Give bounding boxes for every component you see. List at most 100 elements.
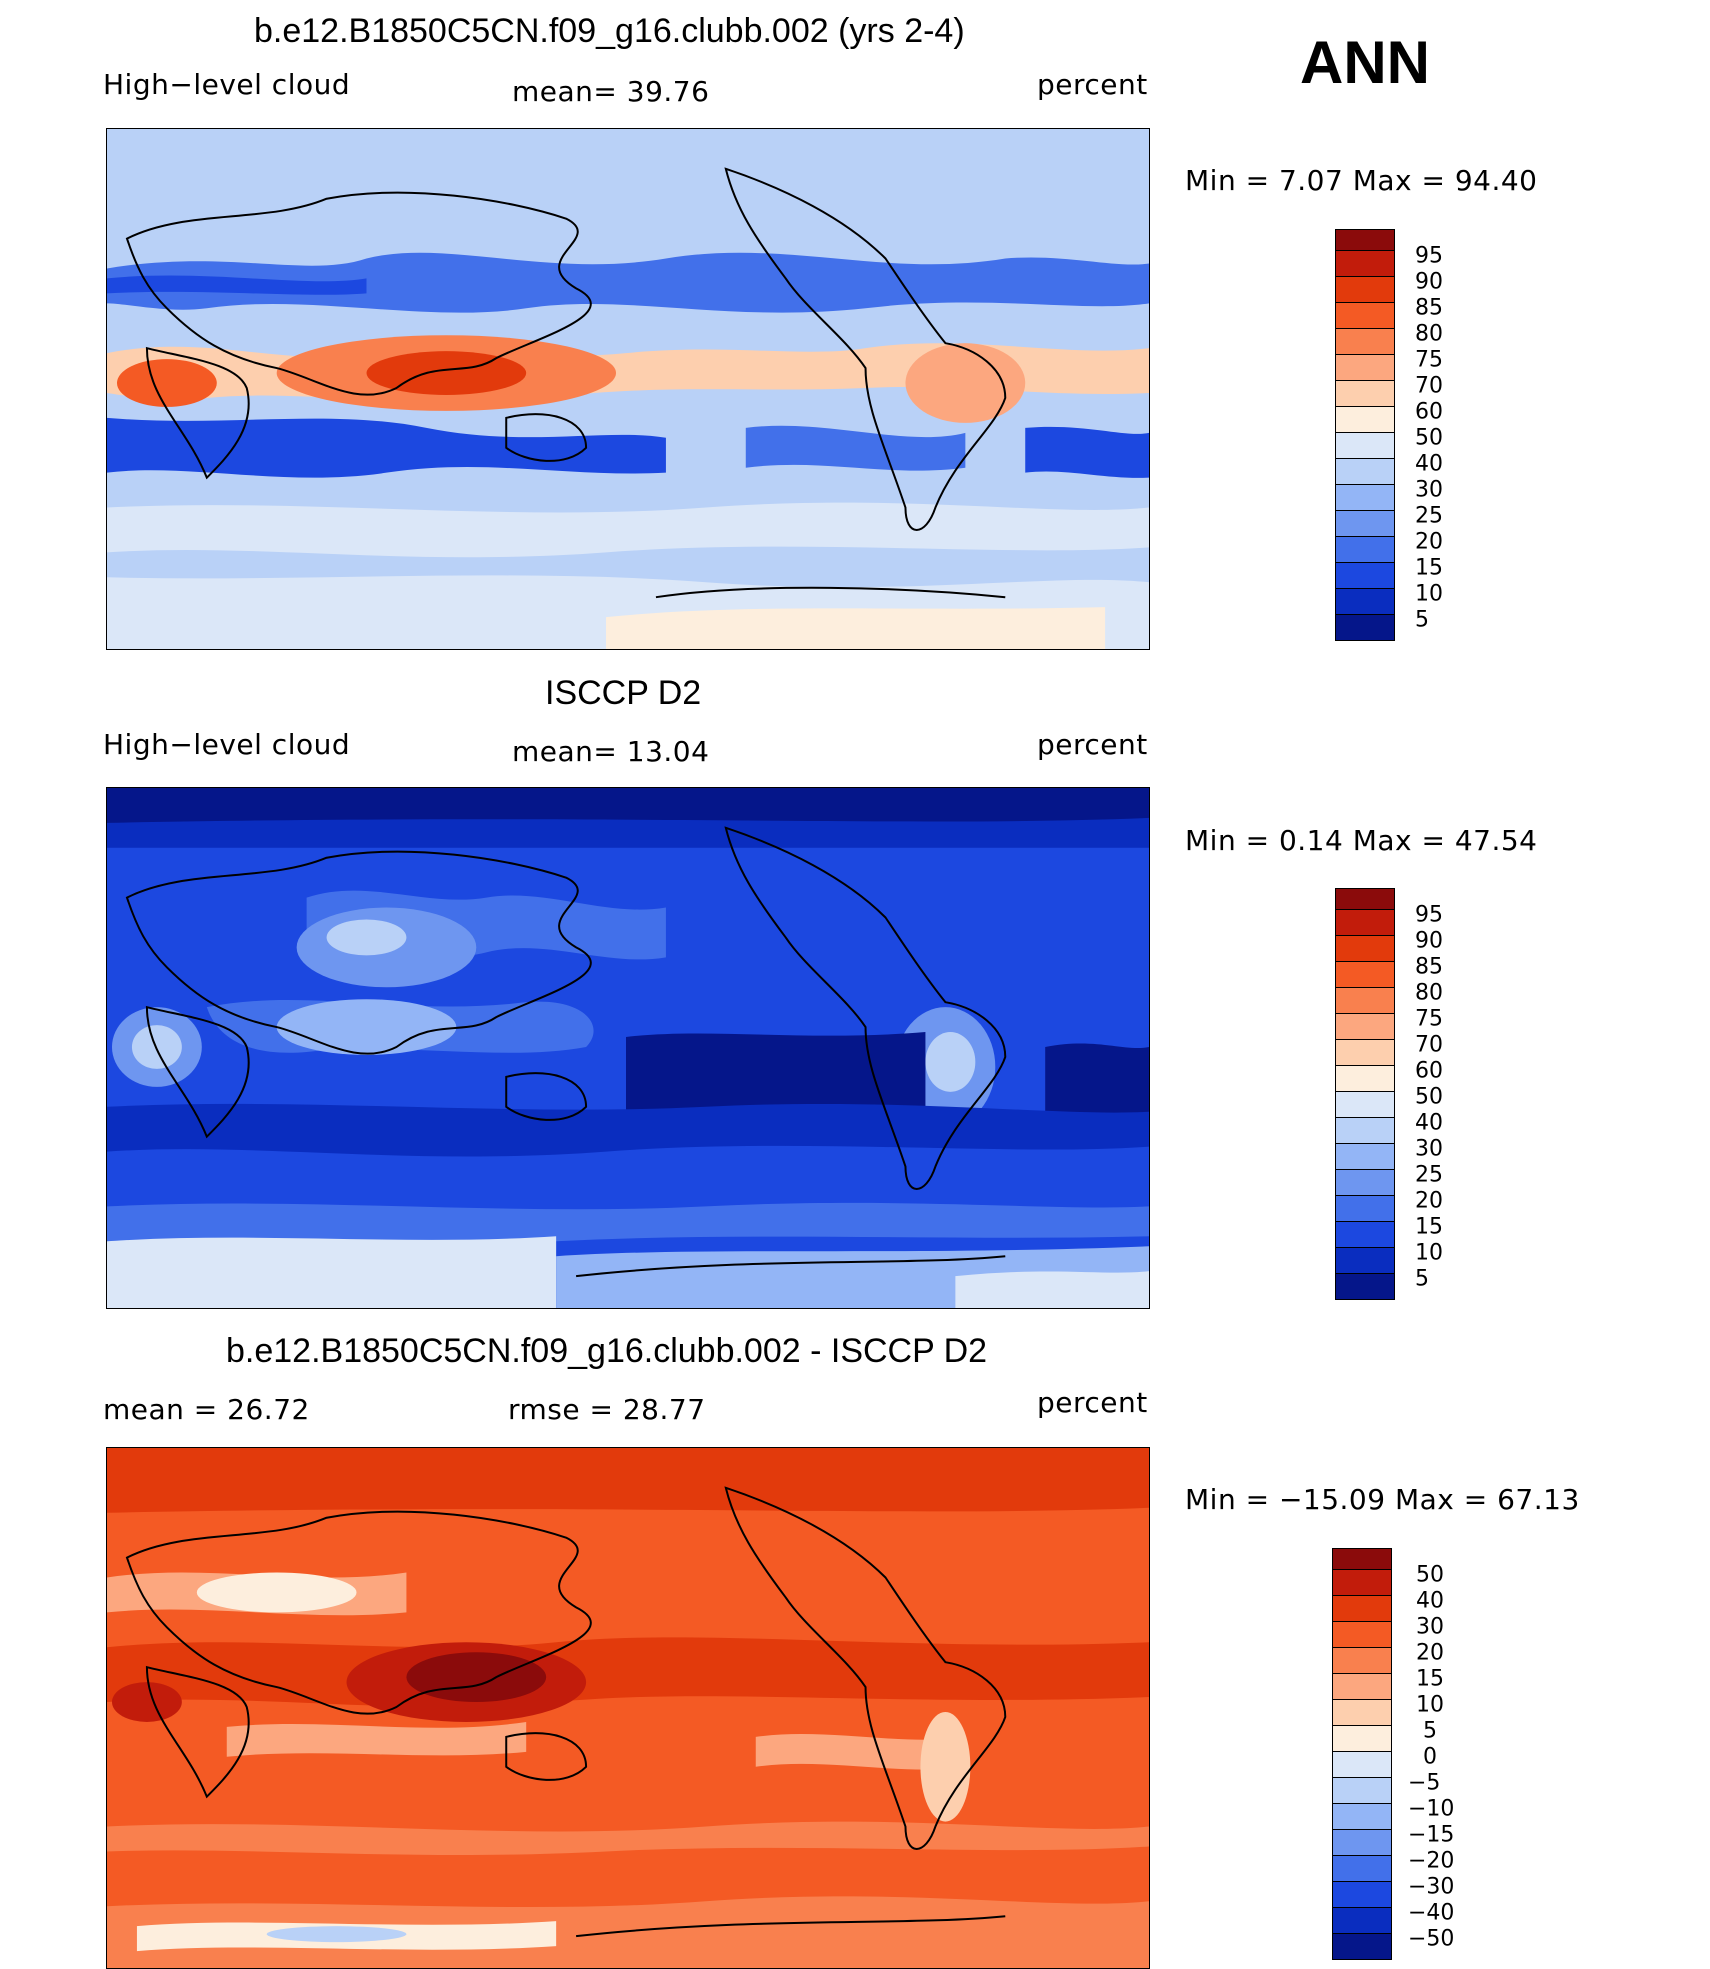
colorbar-tick-label: 75 xyxy=(1415,347,1443,373)
panel-model-minmax: Min = 7.07 Max = 94.40 xyxy=(1185,164,1538,197)
colorbar-swatch xyxy=(1333,1907,1391,1933)
colorbar-tick-label: 20 xyxy=(1415,529,1443,555)
colorbar-swatch xyxy=(1336,1273,1394,1299)
colorbar-swatch xyxy=(1336,1039,1394,1065)
colorbar-swatch xyxy=(1336,1013,1394,1039)
colorbar-tick-label: 85 xyxy=(1415,295,1443,321)
colorbar-tick-label: 10 xyxy=(1415,1240,1443,1266)
panel-obs-mean: mean= 13.04 xyxy=(512,735,710,768)
colorbar-tick-label: −40 xyxy=(1408,1900,1455,1926)
panel-model-variable: High−level cloud xyxy=(103,68,351,101)
colorbar-swatch xyxy=(1336,432,1394,458)
colorbar-swatch xyxy=(1336,1221,1394,1247)
colorbar-tick-label: 20 xyxy=(1415,1188,1443,1214)
colorbar-swatch xyxy=(1333,1803,1391,1829)
colorbar-tick-label: 25 xyxy=(1415,503,1443,529)
colorbar-swatch xyxy=(1333,1855,1391,1881)
colorbar-swatch xyxy=(1333,1725,1391,1751)
colorbar-tick-label: 80 xyxy=(1415,980,1443,1006)
panel-model-units: percent xyxy=(1037,68,1148,101)
colorbar-swatch xyxy=(1336,987,1394,1013)
colorbar-swatch xyxy=(1336,354,1394,380)
colorbar-swatch xyxy=(1336,1169,1394,1195)
colorbar-swatch xyxy=(1336,588,1394,614)
colorbar-tick-label: 15 xyxy=(1415,1214,1443,1240)
colorbar-tick-label: 15 xyxy=(1415,555,1443,581)
map-model-high-cloud xyxy=(106,128,1150,650)
colorbar-tick-label: 95 xyxy=(1415,902,1443,928)
colorbar-tick-label: 5 xyxy=(1423,1718,1437,1744)
colorbar-tick-label: 90 xyxy=(1415,269,1443,295)
panel-obs-title: ISCCP D2 xyxy=(545,674,702,712)
panel-diff-minmax: Min = −15.09 Max = 67.13 xyxy=(1185,1483,1580,1516)
colorbar-swatch xyxy=(1336,458,1394,484)
colorbar-swatch xyxy=(1336,1143,1394,1169)
panel-diff-units: percent xyxy=(1037,1386,1148,1419)
panel-obs-variable: High−level cloud xyxy=(103,728,351,761)
colorbar-swatch xyxy=(1336,484,1394,510)
colorbar-tick-label: 70 xyxy=(1415,373,1443,399)
colorbar-swatch xyxy=(1336,961,1394,987)
colorbar-swatch xyxy=(1336,328,1394,354)
colorbar-swatch xyxy=(1333,1647,1391,1673)
season-label: ANN xyxy=(1300,29,1430,96)
colorbar-swatch xyxy=(1333,1933,1391,1959)
colorbar-tick-label: 25 xyxy=(1415,1162,1443,1188)
colorbar-swatch xyxy=(1333,1751,1391,1777)
colorbar-tick-label: 20 xyxy=(1416,1640,1444,1666)
colorbar-tick-label: 0 xyxy=(1423,1744,1437,1770)
colorbar-swatch xyxy=(1336,909,1394,935)
colorbar-swatch xyxy=(1333,1569,1391,1595)
colorbar-model xyxy=(1335,229,1395,641)
colorbar-tick-label: −5 xyxy=(1408,1770,1441,1796)
colorbar-swatch xyxy=(1336,1117,1394,1143)
colorbar-swatch xyxy=(1336,406,1394,432)
panel-model-mean: mean= 39.76 xyxy=(512,75,710,108)
colorbar-swatch xyxy=(1336,536,1394,562)
colorbar-swatch xyxy=(1336,1195,1394,1221)
colorbar-tick-label: 30 xyxy=(1415,477,1443,503)
colorbar-tick-label: 5 xyxy=(1415,1266,1429,1292)
panel-diff-mean: mean = 26.72 xyxy=(103,1393,310,1426)
colorbar-tick-label: −15 xyxy=(1408,1822,1455,1848)
colorbar-tick-label: 70 xyxy=(1415,1032,1443,1058)
colorbar-diff xyxy=(1332,1548,1392,1960)
colorbar-swatch xyxy=(1333,1777,1391,1803)
colorbar-tick-label: 50 xyxy=(1415,425,1443,451)
colorbar-swatch xyxy=(1336,614,1394,640)
colorbar-swatch xyxy=(1336,562,1394,588)
colorbar-swatch xyxy=(1336,302,1394,328)
colorbar-tick-label: 30 xyxy=(1416,1614,1444,1640)
colorbar-tick-label: −20 xyxy=(1408,1848,1455,1874)
colorbar-tick-label: 15 xyxy=(1416,1666,1444,1692)
colorbar-tick-label: −10 xyxy=(1408,1796,1455,1822)
colorbar-tick-label: 40 xyxy=(1415,451,1443,477)
colorbar-tick-label: −30 xyxy=(1408,1874,1455,1900)
colorbar-swatch xyxy=(1333,1549,1391,1569)
colorbar-tick-label: 40 xyxy=(1415,1110,1443,1136)
colorbar-swatch xyxy=(1333,1699,1391,1725)
colorbar-swatch xyxy=(1336,230,1394,250)
colorbar-tick-label: 5 xyxy=(1415,607,1429,633)
colorbar-tick-label: 90 xyxy=(1415,928,1443,954)
colorbar-swatch xyxy=(1336,276,1394,302)
colorbar-swatch xyxy=(1336,250,1394,276)
colorbar-swatch xyxy=(1333,1595,1391,1621)
colorbar-tick-label: 60 xyxy=(1415,399,1443,425)
panel-model-title: b.e12.B1850C5CN.f09_g16.clubb.002 (yrs 2… xyxy=(254,12,965,50)
colorbar-swatch xyxy=(1336,935,1394,961)
panel-obs-minmax: Min = 0.14 Max = 47.54 xyxy=(1185,824,1538,857)
colorbar-tick-label: 60 xyxy=(1415,1058,1443,1084)
panel-diff-title: b.e12.B1850C5CN.f09_g16.clubb.002 - ISCC… xyxy=(226,1332,988,1370)
colorbar-swatch xyxy=(1336,1247,1394,1273)
colorbar-tick-label: 40 xyxy=(1416,1588,1444,1614)
colorbar-tick-label: 50 xyxy=(1415,1084,1443,1110)
colorbar-tick-label: 95 xyxy=(1415,243,1443,269)
colorbar-tick-label: 30 xyxy=(1415,1136,1443,1162)
colorbar-tick-label: 10 xyxy=(1416,1692,1444,1718)
colorbar-swatch xyxy=(1336,510,1394,536)
colorbar-tick-label: 50 xyxy=(1416,1562,1444,1588)
colorbar-swatch xyxy=(1333,1673,1391,1699)
colorbar-swatch xyxy=(1336,380,1394,406)
colorbar-swatch xyxy=(1333,1621,1391,1647)
